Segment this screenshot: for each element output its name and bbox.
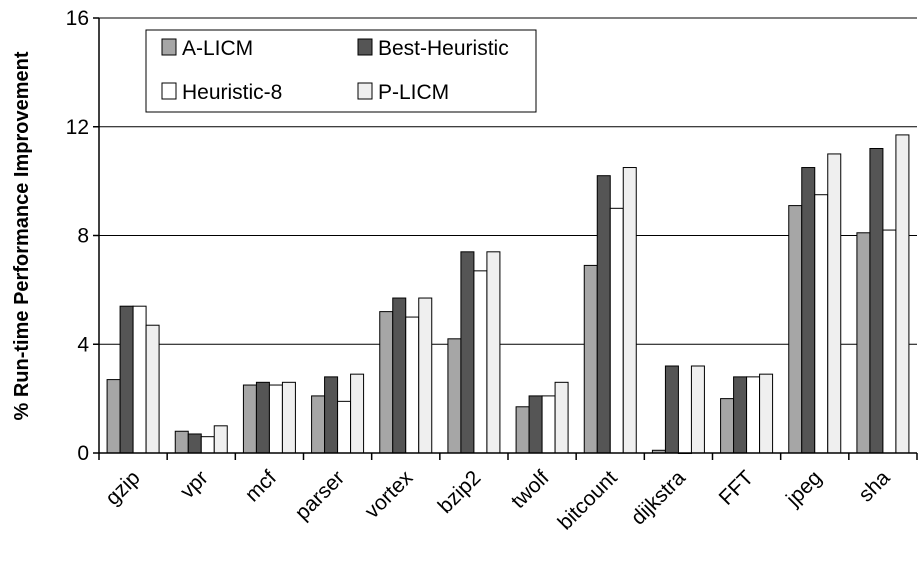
- x-tick-label: jpeg: [781, 466, 826, 511]
- bar: [690, 365, 705, 454]
- legend: A-LICM Best-Heuristic Heuristic-8 P-LICM: [145, 29, 537, 113]
- x-tick-label: dijkstra: [627, 466, 691, 530]
- bar: [392, 297, 407, 454]
- bar: [255, 381, 270, 454]
- bar: [379, 311, 394, 454]
- legend-label: Best-Heuristic: [378, 37, 509, 60]
- bar: [350, 373, 365, 454]
- bar: [622, 167, 637, 454]
- bar: [814, 194, 829, 454]
- legend-label: P-LICM: [378, 81, 449, 104]
- bar: [895, 134, 910, 454]
- y-tick-label: 12: [66, 116, 89, 139]
- bar: [187, 433, 202, 454]
- x-tick-label: parser: [291, 466, 349, 524]
- x-tick-label: gzip: [101, 466, 145, 510]
- bar: [720, 398, 735, 454]
- bar: [242, 384, 257, 454]
- bar: [311, 395, 326, 454]
- bar: [132, 305, 147, 454]
- bar: [515, 406, 530, 454]
- bar: [869, 148, 884, 454]
- bar: [664, 365, 679, 454]
- bar: [528, 395, 543, 454]
- legend-box: [145, 29, 537, 113]
- x-tick-label: vpr: [176, 466, 213, 503]
- bar: [856, 232, 871, 454]
- y-tick-label: 8: [77, 225, 89, 248]
- bar: [486, 251, 501, 454]
- bar: [268, 384, 283, 454]
- x-tick-labels: gzip vpr mcf parser vortex bzip2 twolf bitcount…: [98, 453, 918, 535]
- y-ticks: 0 4 8 12 16: [66, 7, 99, 465]
- bar: [337, 400, 352, 454]
- y-tick-label: 16: [66, 7, 89, 30]
- bar: [541, 395, 556, 454]
- bar: [801, 167, 816, 454]
- bar: [174, 430, 189, 454]
- legend-swatch: [357, 38, 373, 56]
- bar: [596, 175, 611, 454]
- y-tick-label: 4: [77, 333, 89, 356]
- bar: [746, 376, 761, 454]
- x-tick-label: mcf: [241, 466, 281, 506]
- x-tick-label: vortex: [361, 466, 418, 523]
- x-tick-label: bitcount: [554, 466, 622, 534]
- legend-swatch: [161, 38, 177, 56]
- bar-group: [106, 134, 910, 454]
- bar: [827, 153, 842, 454]
- x-tick-label: bzip2: [434, 466, 486, 518]
- bar: [213, 425, 228, 454]
- y-axis-title: % Run-time Performance Improvement: [11, 51, 33, 420]
- x-tick-label: FFT: [715, 466, 759, 510]
- bar: [788, 205, 803, 454]
- bar: [473, 270, 488, 454]
- x-tick-label: twolf: [507, 466, 554, 513]
- bar: [405, 316, 420, 454]
- bar: [324, 376, 339, 454]
- bar: [145, 324, 160, 454]
- bar: [281, 381, 296, 454]
- bar: [759, 373, 774, 454]
- legend-swatch: [161, 82, 177, 100]
- bar: [882, 229, 897, 454]
- bar: [609, 207, 624, 454]
- bar: [554, 381, 569, 454]
- gridlines: [99, 17, 917, 345]
- legend-swatch: [357, 82, 373, 100]
- bar: [733, 376, 748, 454]
- x-tick-label: sha: [854, 466, 894, 506]
- bar: [200, 436, 215, 454]
- bar: [106, 379, 121, 454]
- bar: [460, 251, 475, 454]
- bar: [418, 297, 433, 454]
- y-tick-label: 0: [77, 442, 89, 465]
- legend-label: A-LICM: [182, 37, 253, 60]
- bar: [447, 338, 462, 454]
- bar: [119, 305, 134, 454]
- bar: [583, 264, 598, 454]
- legend-label: Heuristic-8: [182, 81, 282, 104]
